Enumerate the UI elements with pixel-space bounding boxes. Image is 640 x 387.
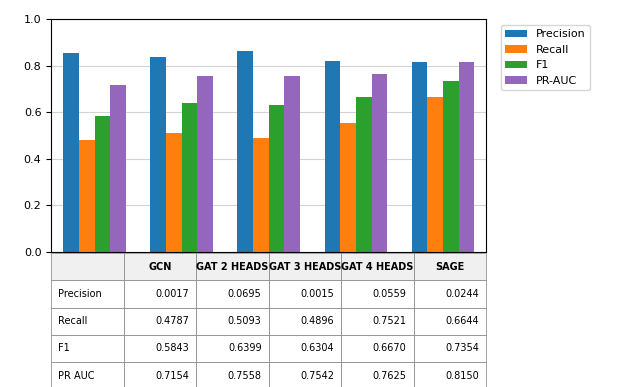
Bar: [253, 138, 269, 252]
Bar: [324, 61, 340, 252]
Bar: [197, 76, 213, 252]
Bar: [412, 62, 428, 252]
Bar: [284, 76, 300, 252]
Bar: [443, 81, 458, 252]
Bar: [458, 62, 474, 252]
Bar: [356, 97, 371, 252]
Bar: [95, 116, 110, 252]
Bar: [371, 75, 387, 252]
Bar: [150, 57, 166, 252]
Bar: [428, 97, 443, 252]
Bar: [269, 105, 284, 252]
Bar: [79, 140, 95, 252]
Legend: Precision, Recall, F1, PR-AUC: Precision, Recall, F1, PR-AUC: [500, 25, 591, 91]
Bar: [340, 123, 356, 252]
Bar: [166, 133, 182, 252]
Bar: [110, 86, 126, 252]
Bar: [63, 53, 79, 252]
Bar: [182, 103, 197, 252]
Bar: [237, 51, 253, 252]
